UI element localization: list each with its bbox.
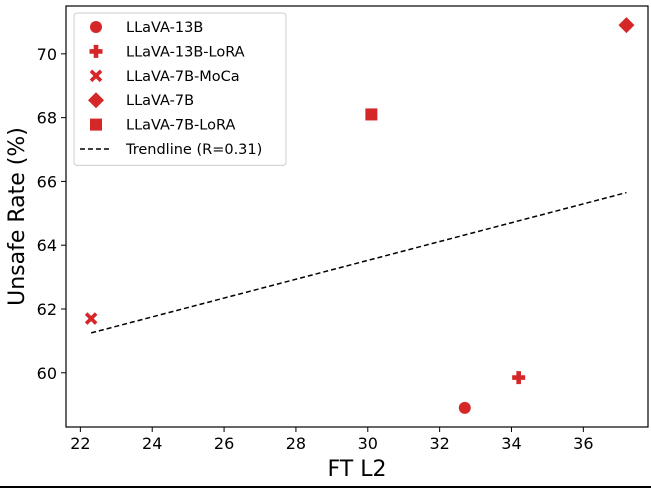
x-tick-label: 22 [70,434,90,453]
data-point-llava-7b-moca [84,312,98,325]
x-tick-label: 26 [214,434,234,453]
y-tick-label: 64 [37,236,57,255]
x-tick-label: 30 [358,434,378,453]
legend-label: Trendline (R=0.31) [125,142,262,158]
y-axis-ticks: 60 62 64 66 68 70 [37,45,66,383]
bottom-divider [0,486,651,488]
legend-marker-llava-7b-moca [89,69,103,83]
x-tick-label: 32 [429,434,449,453]
x-tick-label: 34 [501,434,521,453]
y-axis-label: Unsafe Rate (%) [5,127,30,306]
y-tick-label: 66 [37,172,57,191]
data-point-llava-13b [458,401,471,414]
legend-marker-llava-7b-lora [90,118,102,131]
x-axis-ticks: 22 24 26 28 30 32 34 36 [70,427,594,453]
legend-label: LLaVA-13B-LoRA [126,44,245,60]
data-point-llava-13b-lora [512,371,526,385]
y-tick-label: 62 [37,300,57,319]
legend-marker-llava-13b-lora [89,44,103,58]
x-axis-label: FT L2 [328,457,387,482]
plot-frame [65,5,649,428]
legend-label: LLaVA-7B [126,93,194,109]
data-point-llava-7b [618,17,635,34]
legend-marker-llava-13b [90,21,102,33]
trendline [90,191,627,334]
y-tick-label: 68 [37,109,57,128]
chart-marks [84,17,635,414]
x-tick-label: 36 [573,434,593,453]
x-tick-label: 28 [286,434,306,453]
legend: LLaVA-13B LLaVA-13B-LoRA LLaVA-7B-MoCa LLaV… [73,12,287,166]
y-tick-label: 70 [37,45,57,64]
x-tick-label: 24 [142,434,162,453]
legend-label: LLaVA-7B-MoCa [126,69,240,85]
legend-label: LLaVA-7B-LoRA [126,118,235,134]
legend-label: LLaVA-13B [126,20,203,36]
legend-box [73,12,287,166]
data-point-llava-7b-lora [365,108,378,121]
y-tick-label: 60 [37,364,57,383]
legend-marker-llava-7b [88,92,104,109]
